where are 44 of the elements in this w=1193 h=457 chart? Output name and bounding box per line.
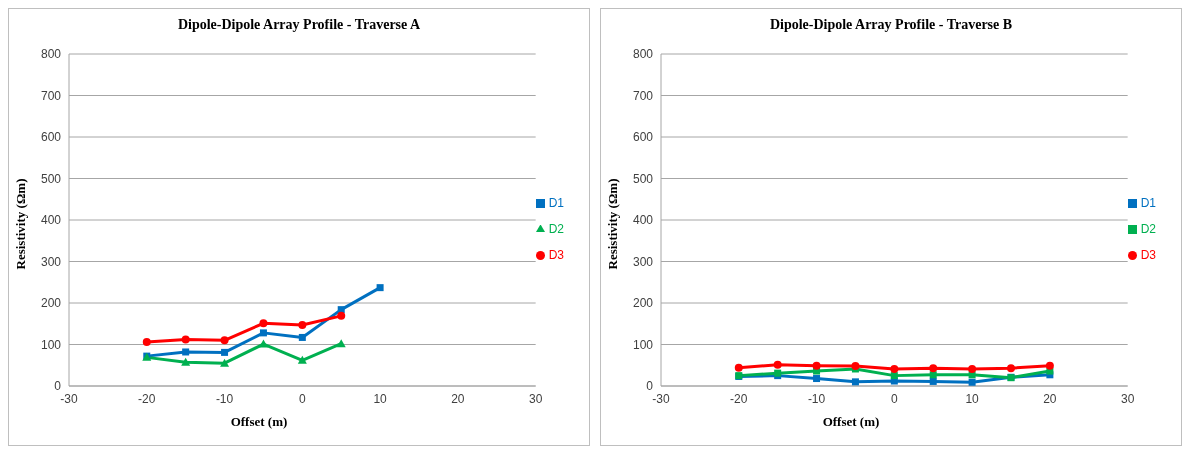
x-tick-label: -10: [215, 391, 234, 406]
y-tick-label: 500: [632, 171, 654, 186]
y-tick-label: 400: [40, 213, 62, 228]
x-tick-label: -30: [652, 391, 670, 406]
x-tick-label: -30: [60, 391, 78, 406]
y-axis-title: Resistivity (Ωm): [605, 178, 621, 270]
x-tick-label: 20: [1043, 391, 1057, 406]
legend-label: D1: [1140, 196, 1156, 210]
y-tick-label: 700: [40, 88, 62, 103]
y-tick-label: 200: [632, 296, 654, 311]
y-tick-label: 400: [632, 213, 654, 228]
y-tick-label: 300: [632, 254, 654, 269]
chart-title: Dipole-Dipole Array Profile - Traverse B: [768, 17, 1014, 33]
chart-title: Dipole-Dipole Array Profile - Traverse A: [176, 17, 422, 33]
x-tick-label: 10: [965, 391, 980, 406]
legend-label: D3: [548, 248, 564, 262]
x-tick-label: -20: [730, 391, 748, 406]
legend-label: D2: [1140, 222, 1156, 236]
x-tick-label: 30: [528, 391, 543, 406]
x-tick-label: -10: [807, 391, 826, 406]
x-tick-label: 30: [1120, 391, 1135, 406]
y-tick-label: 700: [632, 88, 654, 103]
legend-label: D3: [1140, 248, 1156, 262]
x-axis-title: Offset (m): [821, 414, 881, 430]
x-tick-label: 0: [890, 391, 898, 406]
y-axis-title: Resistivity (Ωm): [13, 178, 29, 270]
y-tick-label: 200: [40, 296, 62, 311]
y-tick-label: 600: [632, 130, 654, 145]
y-tick-label: 100: [40, 337, 62, 352]
y-tick-label: 800: [632, 47, 654, 62]
x-tick-label: -20: [138, 391, 156, 406]
y-tick-label: 0: [54, 379, 62, 394]
y-tick-label: 500: [40, 171, 62, 186]
y-tick-label: 600: [40, 130, 62, 145]
x-axis-title: Offset (m): [229, 414, 289, 430]
legend-label: D1: [548, 196, 564, 210]
y-tick-label: 300: [40, 254, 62, 269]
legend-label: D2: [548, 222, 564, 236]
x-tick-label: 10: [373, 391, 388, 406]
y-tick-label: 0: [646, 379, 654, 394]
y-tick-label: 800: [40, 47, 62, 62]
y-tick-label: 100: [632, 337, 654, 352]
x-tick-label: 0: [298, 391, 306, 406]
x-tick-label: 20: [451, 391, 465, 406]
